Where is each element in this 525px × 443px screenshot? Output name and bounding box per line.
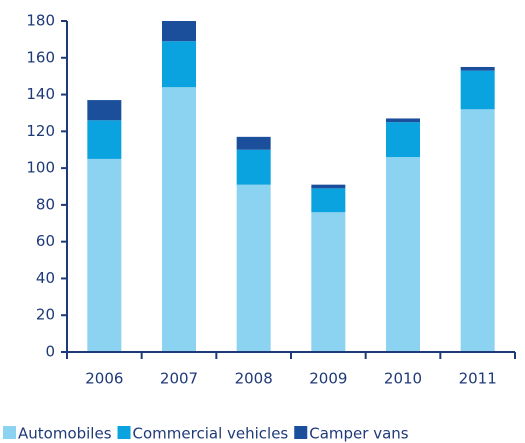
bar-segment xyxy=(460,70,495,110)
y-tick-label: 60 xyxy=(36,232,55,250)
legend-swatch xyxy=(3,426,16,439)
x-tick-label: 2006 xyxy=(85,370,123,388)
bar-segment xyxy=(311,212,346,352)
bar-segment xyxy=(236,149,271,185)
bar-segment xyxy=(87,120,122,159)
bar-segment xyxy=(460,66,495,71)
y-tick-label: 180 xyxy=(26,12,55,30)
bar-segment xyxy=(236,136,271,150)
legend-swatch xyxy=(294,426,308,439)
bar-segment xyxy=(311,188,346,213)
y-tick-label: 100 xyxy=(26,159,55,177)
bar-segment xyxy=(386,157,420,352)
bar-segment xyxy=(162,41,196,88)
legend-swatch xyxy=(117,426,131,439)
y-tick-label: 160 xyxy=(26,48,55,66)
bar-segment xyxy=(87,100,122,121)
bar-segment xyxy=(386,122,420,158)
x-tick-label: 2007 xyxy=(160,370,198,388)
y-tick-label: 80 xyxy=(36,195,55,213)
y-tick-label: 0 xyxy=(45,343,55,361)
bar-segment xyxy=(236,184,271,352)
y-tick-label: 20 xyxy=(36,306,55,324)
x-tick-label: 2009 xyxy=(309,370,347,388)
y-tick-label: 120 xyxy=(26,122,55,140)
x-tick-label: 2008 xyxy=(235,370,273,388)
y-tick-label: 40 xyxy=(36,269,55,287)
x-tick-label: 2010 xyxy=(384,370,422,388)
y-tick-label: 140 xyxy=(26,85,55,103)
bar-segment xyxy=(386,118,420,123)
bar-segment xyxy=(87,158,122,352)
bar-segment xyxy=(162,87,196,352)
legend-label: Camper vans xyxy=(309,425,409,443)
legend-label: Commercial vehicles xyxy=(133,425,289,443)
x-tick-label: 2011 xyxy=(459,370,497,388)
legend-label: Automobiles xyxy=(18,425,112,443)
bar-segment xyxy=(311,184,346,189)
bar-segment xyxy=(460,109,495,353)
bar-segment xyxy=(162,21,196,42)
